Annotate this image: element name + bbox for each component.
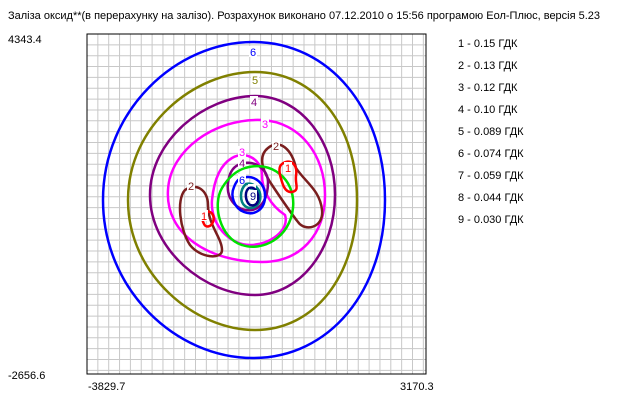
contour-label-6: 6: [250, 47, 256, 59]
legend-item-4: 4 - 0.10 ГДК: [458, 104, 518, 116]
legend: 1 - 0.15 ГДК 2 - 0.13 ГДК 3 - 0.12 ГДК 4…: [458, 33, 524, 231]
contour-label-bg: [249, 190, 257, 201]
y-min-label: -2656.6: [8, 370, 46, 382]
contour-label-1: 1: [285, 163, 291, 175]
contour-label-9: 9: [250, 191, 256, 203]
contour-label-bg: [248, 184, 256, 195]
contour-label-bg: [238, 157, 246, 168]
contour-line-6: [231, 175, 267, 215]
legend-item-3: 3 - 0.12 ГДК: [458, 82, 518, 94]
legend-item-9: 9 - 0.030 ГДК: [458, 214, 524, 226]
contour-line-6: [101, 40, 387, 360]
contour-label-6: 6: [239, 175, 245, 187]
contour-label-bg: [261, 118, 269, 129]
legend-item-2: 2 - 0.13 ГДК: [458, 60, 518, 72]
contour-label-1: 1: [201, 211, 207, 223]
contour-label-2: 2: [188, 181, 194, 193]
contour-label-4: 4: [251, 97, 257, 109]
chart-title: Заліза оксид**(в перерахунку на залізо).…: [8, 10, 601, 22]
contour-line-4: [148, 94, 337, 297]
contour-line-3: [166, 118, 327, 264]
contour-line-7: [216, 164, 295, 248]
contour-label-bg: [238, 174, 246, 185]
contour-label-3: 3: [262, 119, 268, 131]
legend-item-6: 6 - 0.074 ГДК: [458, 148, 524, 160]
contour-label-bg: [284, 162, 292, 173]
contour-line-8: [239, 182, 262, 210]
legend-item-5: 5 - 0.089 ГДК: [458, 126, 524, 138]
contour-line-3: [210, 153, 287, 247]
contour-label-bg: [238, 146, 246, 157]
contour-label-bg: [250, 96, 258, 107]
contour-label-bg: [251, 74, 259, 85]
contour-lines: 65432234768911: [101, 40, 387, 360]
contour-line-5: [126, 70, 359, 332]
contour-line-1: [278, 160, 298, 194]
legend-item-7: 7 - 0.059 ГДК: [458, 170, 524, 182]
x-min-label: -3829.7: [88, 381, 126, 393]
contour-line-4: [226, 161, 270, 212]
contour-label-bg: [200, 210, 208, 221]
contour-line-2: [178, 185, 224, 258]
contour-label-4: 4: [239, 158, 245, 170]
contour-label-3: 3: [239, 147, 245, 159]
contour-label-bg: [249, 46, 257, 57]
contour-label-bg: [272, 140, 280, 151]
contour-label-bg: [187, 180, 195, 191]
legend-item-8: 8 - 0.044 ГДК: [458, 192, 524, 204]
plot-frame: [86, 33, 427, 375]
x-max-label: 3170.3: [400, 381, 434, 393]
contour-label-5: 5: [252, 75, 258, 87]
y-max-label: 4343.4: [8, 34, 42, 46]
contour-label-2: 2: [273, 141, 279, 153]
legend-item-1: 1 - 0.15 ГДК: [458, 38, 518, 50]
